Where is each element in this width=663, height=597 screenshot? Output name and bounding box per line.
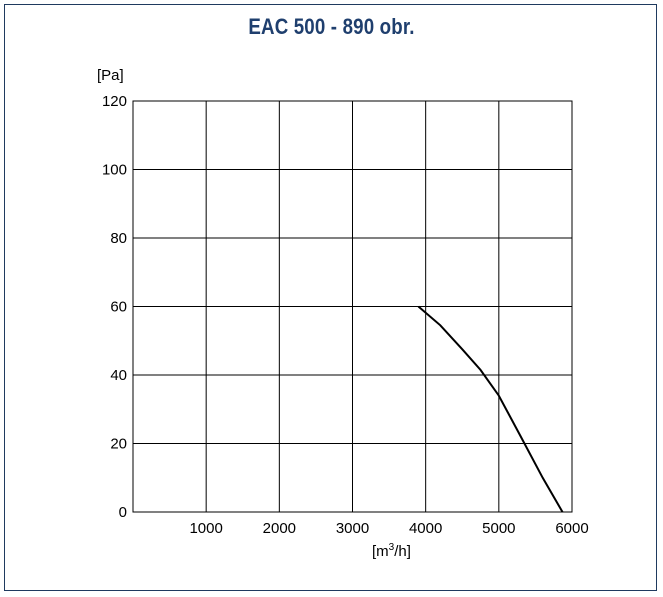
y-tick-label: 120 (102, 93, 127, 110)
y-axis-label: [Pa] (97, 67, 124, 84)
y-tick-label: 40 (110, 367, 127, 384)
x-tick-label: 3000 (336, 520, 369, 537)
x-tick-label: 4000 (409, 520, 442, 537)
y-tick-label: 80 (110, 230, 127, 247)
y-tick-label: 0 (119, 504, 127, 521)
x-axis-label-close: /h] (394, 543, 411, 560)
x-axis-label-sup: 3 (389, 542, 395, 553)
y-tick-label: 60 (110, 299, 127, 316)
x-tick-label: 1000 (189, 520, 222, 537)
series-line (417, 305, 564, 513)
x-tick-label: 6000 (555, 520, 588, 537)
y-tick-label: 20 (110, 436, 127, 453)
chart-frame (4, 4, 657, 591)
grid (133, 100, 573, 513)
x-tick-labels: 1000 2000 3000 4000 5000 6000 (189, 520, 588, 537)
x-axis-label: [m3/h] (372, 542, 411, 560)
y-tick-labels: 0 20 40 60 80 100 120 (102, 93, 127, 521)
x-axis-label-open: [m (372, 543, 389, 560)
y-tick-label: 100 (102, 162, 127, 179)
x-tick-label: 2000 (263, 520, 296, 537)
chart-title: EAC 500 - 890 obr. (248, 14, 415, 39)
plot-border (132, 100, 573, 513)
x-tick-label: 5000 (482, 520, 515, 537)
